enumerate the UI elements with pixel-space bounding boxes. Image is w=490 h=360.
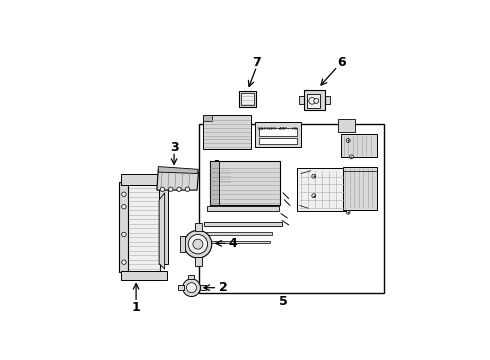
Bar — [121, 174, 167, 185]
Circle shape — [177, 187, 181, 192]
Text: 7: 7 — [252, 56, 261, 69]
Bar — [195, 257, 201, 266]
Text: 4: 4 — [229, 237, 238, 250]
Circle shape — [185, 187, 190, 192]
Bar — [200, 285, 206, 290]
Circle shape — [184, 230, 212, 258]
Bar — [343, 167, 377, 210]
Bar — [297, 168, 348, 211]
Bar — [178, 285, 184, 291]
Bar — [195, 222, 201, 231]
Bar — [206, 240, 270, 243]
Circle shape — [122, 260, 126, 264]
Bar — [207, 207, 279, 211]
Circle shape — [349, 155, 353, 159]
Bar — [203, 115, 212, 121]
Bar — [204, 222, 282, 226]
Text: 1: 1 — [132, 301, 141, 314]
Text: 5: 5 — [279, 295, 288, 308]
Bar — [255, 122, 301, 147]
Bar — [120, 182, 128, 272]
Polygon shape — [158, 167, 198, 174]
Circle shape — [122, 204, 126, 209]
Text: 6: 6 — [337, 56, 345, 69]
Circle shape — [314, 98, 319, 103]
Circle shape — [193, 239, 203, 249]
Text: 3: 3 — [170, 141, 178, 154]
Bar — [219, 163, 231, 183]
Circle shape — [122, 232, 126, 237]
Bar — [203, 115, 251, 149]
Bar — [205, 232, 272, 235]
Bar — [241, 93, 254, 105]
Bar — [199, 124, 384, 293]
Circle shape — [187, 283, 196, 293]
Circle shape — [346, 139, 350, 143]
Bar — [299, 96, 304, 104]
Circle shape — [346, 210, 350, 214]
Bar — [325, 96, 330, 104]
Bar — [121, 271, 167, 280]
Bar — [341, 134, 377, 157]
Bar — [239, 91, 256, 107]
Bar — [210, 161, 219, 205]
Bar — [259, 128, 297, 136]
Bar — [126, 176, 160, 273]
Bar — [304, 90, 324, 110]
Circle shape — [169, 187, 173, 192]
Bar — [188, 275, 195, 279]
Bar — [180, 236, 185, 252]
Circle shape — [309, 98, 316, 104]
Circle shape — [188, 234, 208, 254]
Circle shape — [312, 174, 316, 178]
Bar — [159, 183, 168, 264]
Text: 2: 2 — [219, 281, 228, 294]
Circle shape — [183, 279, 200, 297]
Bar — [210, 161, 280, 205]
Bar — [259, 138, 297, 144]
Circle shape — [160, 187, 165, 192]
Text: BATTERY AMP. HV: BATTERY AMP. HV — [258, 127, 298, 131]
Bar — [307, 94, 320, 108]
Polygon shape — [159, 193, 165, 269]
Circle shape — [122, 192, 126, 197]
Circle shape — [312, 194, 316, 198]
Polygon shape — [157, 169, 198, 190]
Bar — [339, 118, 355, 132]
